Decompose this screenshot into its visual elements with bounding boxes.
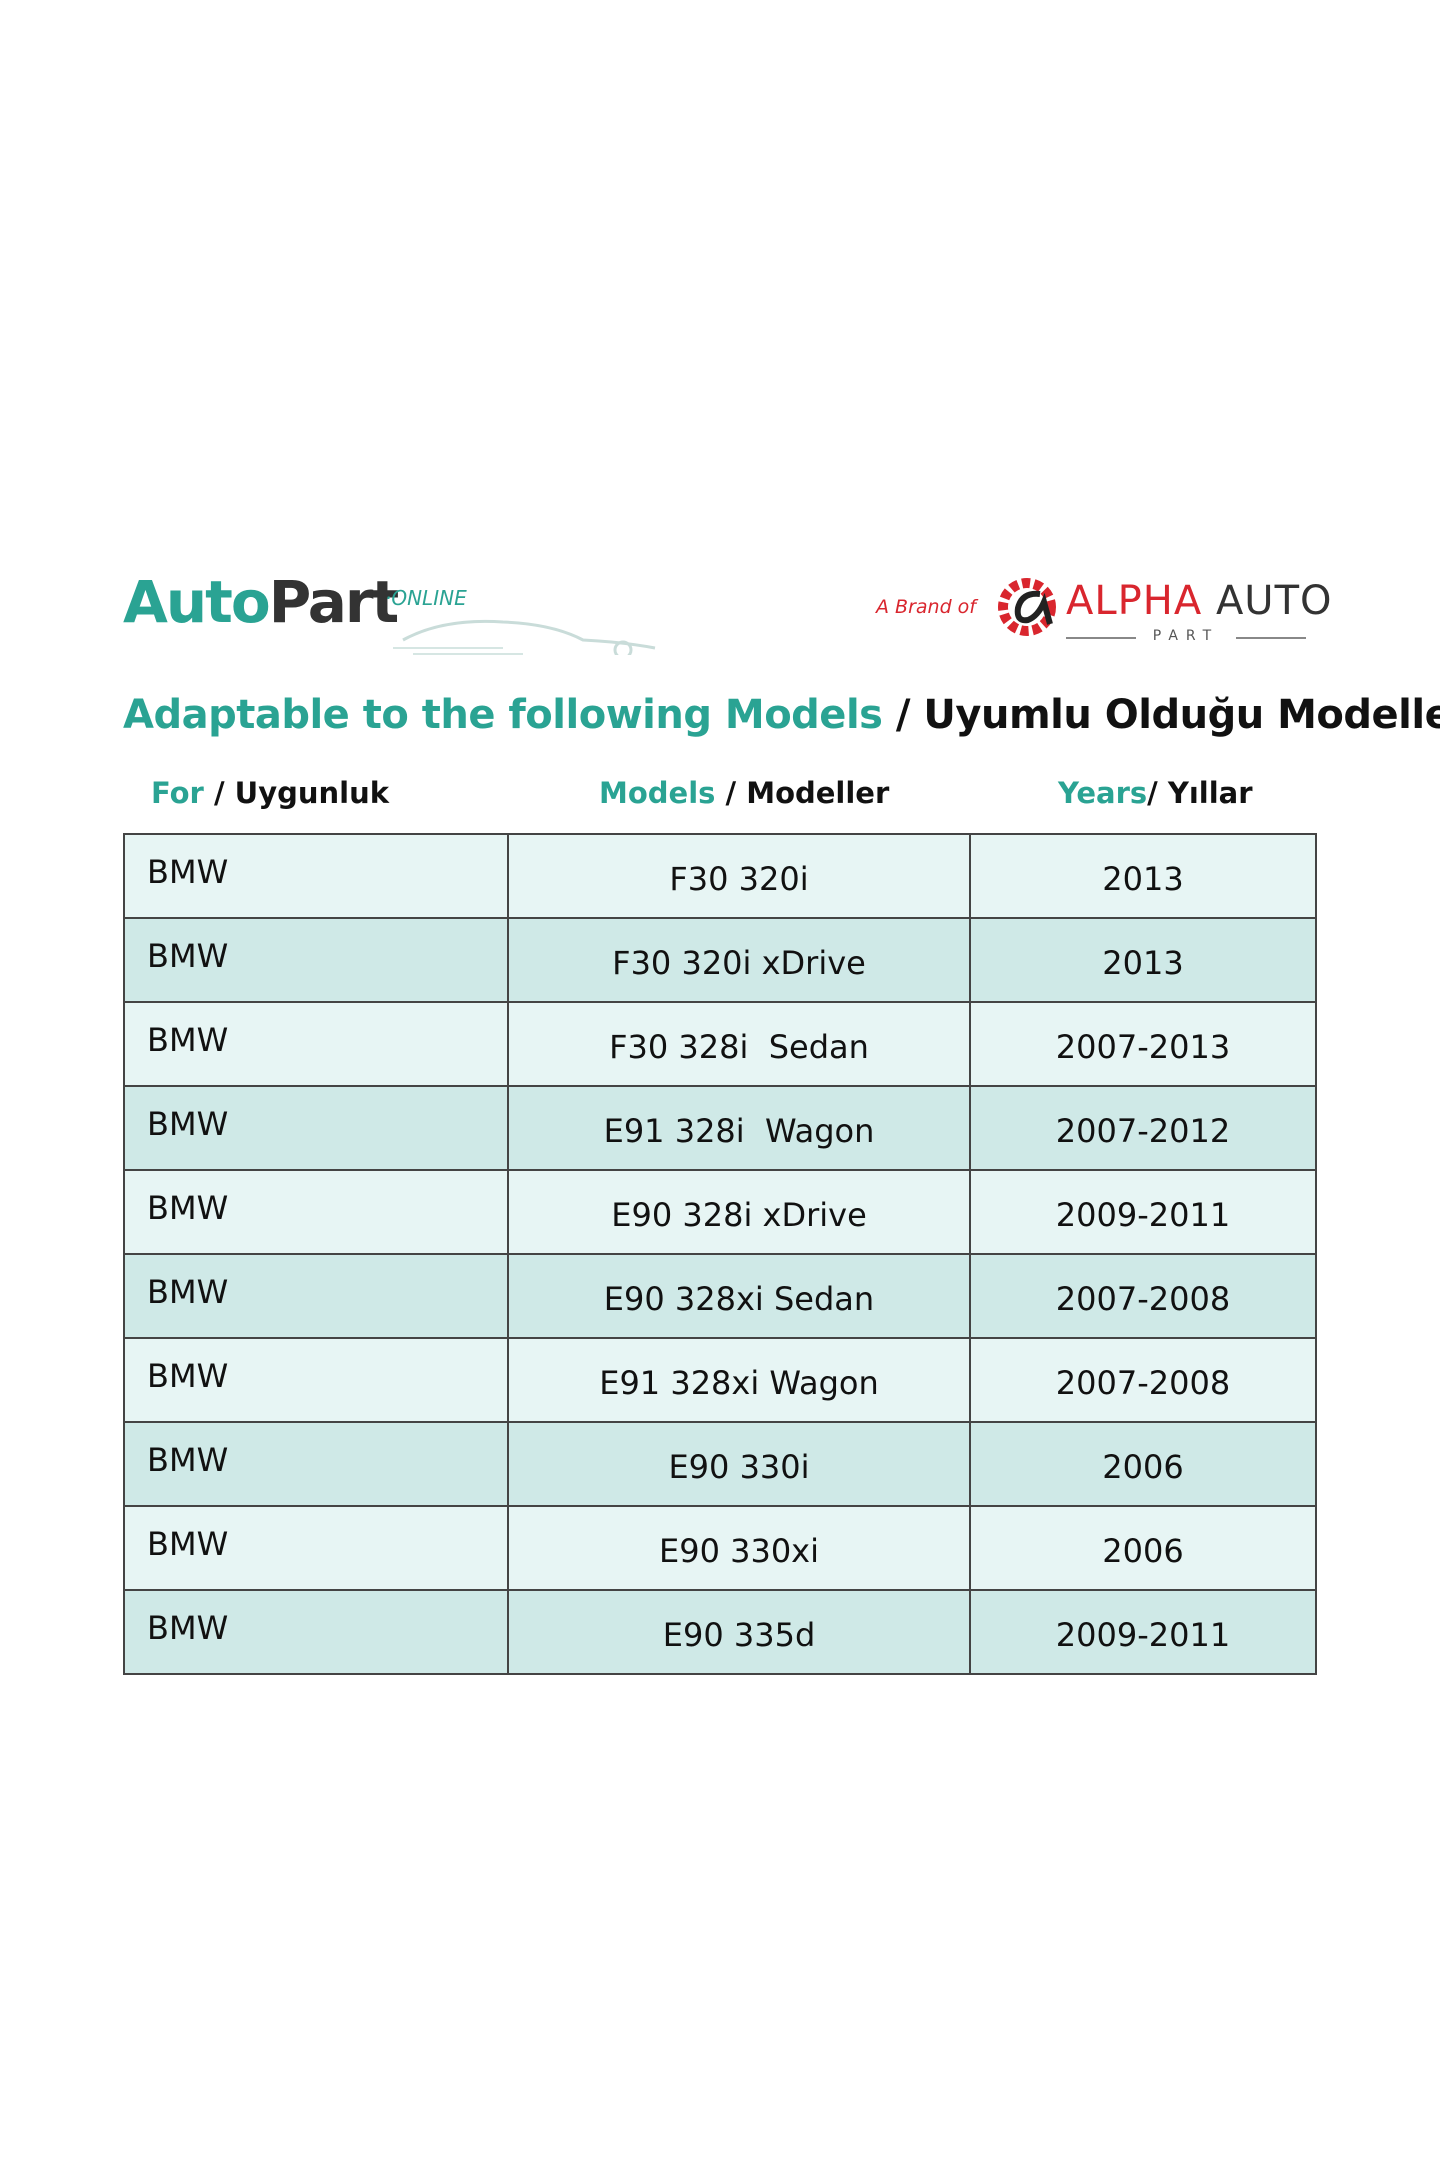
table-row: BMW E90 328i xDrive 2009-2011: [123, 1169, 1317, 1255]
table-row: BMW E90 328xi Sedan 2007-2008: [123, 1253, 1317, 1339]
table-row: BMW E90 330xi 2006: [123, 1505, 1317, 1591]
years-cell: 2009-2011: [969, 1169, 1317, 1255]
header-en: Models: [599, 776, 716, 810]
brand-cell: BMW: [123, 833, 509, 919]
table-row: BMW E90 330i 2006: [123, 1421, 1317, 1507]
brand-cell: BMW: [123, 1169, 509, 1255]
years-cell: 2009-2011: [969, 1589, 1317, 1675]
compatibility-table: BMW F30 320i 2013 BMW F30 320i xDrive 2013 BMW…: [123, 833, 1317, 1675]
model-cell: E91 328xi Wagon: [507, 1337, 971, 1423]
column-header-for: For / Uygunluk: [151, 776, 389, 810]
brand-cell: BMW: [123, 1253, 509, 1339]
column-header-years: Years/ Yıllar: [1058, 776, 1253, 810]
header-tr: / Yıllar: [1147, 776, 1253, 810]
model-cell: F30 320i xDrive: [507, 917, 971, 1003]
table-row: BMW E90 335d 2009-2011: [123, 1589, 1317, 1675]
years-cell: 2006: [969, 1421, 1317, 1507]
alpha-auto-part-logo: A Brand of ALPHA AUTO PART: [870, 570, 1332, 650]
years-cell: 2013: [969, 917, 1317, 1003]
title-english: Adaptable to the following Models: [123, 692, 883, 738]
header-en: For: [151, 776, 204, 810]
page-title: Adaptable to the following Models / Uyum…: [123, 692, 1440, 738]
brand-cell: BMW: [123, 1001, 509, 1087]
model-cell: F30 328i Sedan: [507, 1001, 971, 1087]
title-turkish: / Uyumlu Olduğu Modeller: [882, 692, 1440, 738]
brand-cell: BMW: [123, 917, 509, 1003]
years-cell: 2007-2012: [969, 1085, 1317, 1171]
model-cell: E90 328xi Sedan: [507, 1253, 971, 1339]
autopart-online-logo: AutoPart ·ONLINE: [123, 568, 656, 655]
header-en: Years: [1058, 776, 1148, 810]
table-row: BMW E91 328i Wagon 2007-2012: [123, 1085, 1317, 1171]
car-icon: [393, 619, 656, 655]
model-cell: E90 330i: [507, 1421, 971, 1507]
gear-alpha-icon: [998, 578, 1056, 636]
model-cell: F30 320i: [507, 833, 971, 919]
model-cell: E91 328i Wagon: [507, 1085, 971, 1171]
brand-of-text: A Brand of: [876, 596, 976, 618]
years-cell: 2006: [969, 1505, 1317, 1591]
years-cell: 2007-2008: [969, 1337, 1317, 1423]
logo-part: PART: [1066, 628, 1306, 644]
model-cell: E90 328i xDrive: [507, 1169, 971, 1255]
years-cell: 2007-2013: [969, 1001, 1317, 1087]
table-row: BMW F30 328i Sedan 2007-2013: [123, 1001, 1317, 1087]
brand-cell: BMW: [123, 1589, 509, 1675]
header-tr: / Modeller: [715, 776, 890, 810]
logo-word-part: Part: [268, 568, 399, 636]
brand-cell: BMW: [123, 1505, 509, 1591]
model-cell: E90 335d: [507, 1589, 971, 1675]
table-row: BMW E91 328xi Wagon 2007-2008: [123, 1337, 1317, 1423]
logo-auto: AUTO: [1215, 578, 1333, 624]
logo-word-auto: Auto: [123, 568, 271, 636]
years-cell: 2013: [969, 833, 1317, 919]
brand-cell: BMW: [123, 1085, 509, 1171]
table-row: BMW F30 320i 2013: [123, 833, 1317, 919]
brand-cell: BMW: [123, 1421, 509, 1507]
logo-online: ·ONLINE: [385, 586, 467, 610]
header-tr: / Uygunluk: [203, 776, 390, 810]
years-cell: 2007-2008: [969, 1253, 1317, 1339]
logo-alpha: ALPHA: [1066, 578, 1203, 624]
model-cell: E90 330xi: [507, 1505, 971, 1591]
table-row: BMW F30 320i xDrive 2013: [123, 917, 1317, 1003]
brand-cell: BMW: [123, 1337, 509, 1423]
column-header-models: Models / Modeller: [599, 776, 889, 810]
